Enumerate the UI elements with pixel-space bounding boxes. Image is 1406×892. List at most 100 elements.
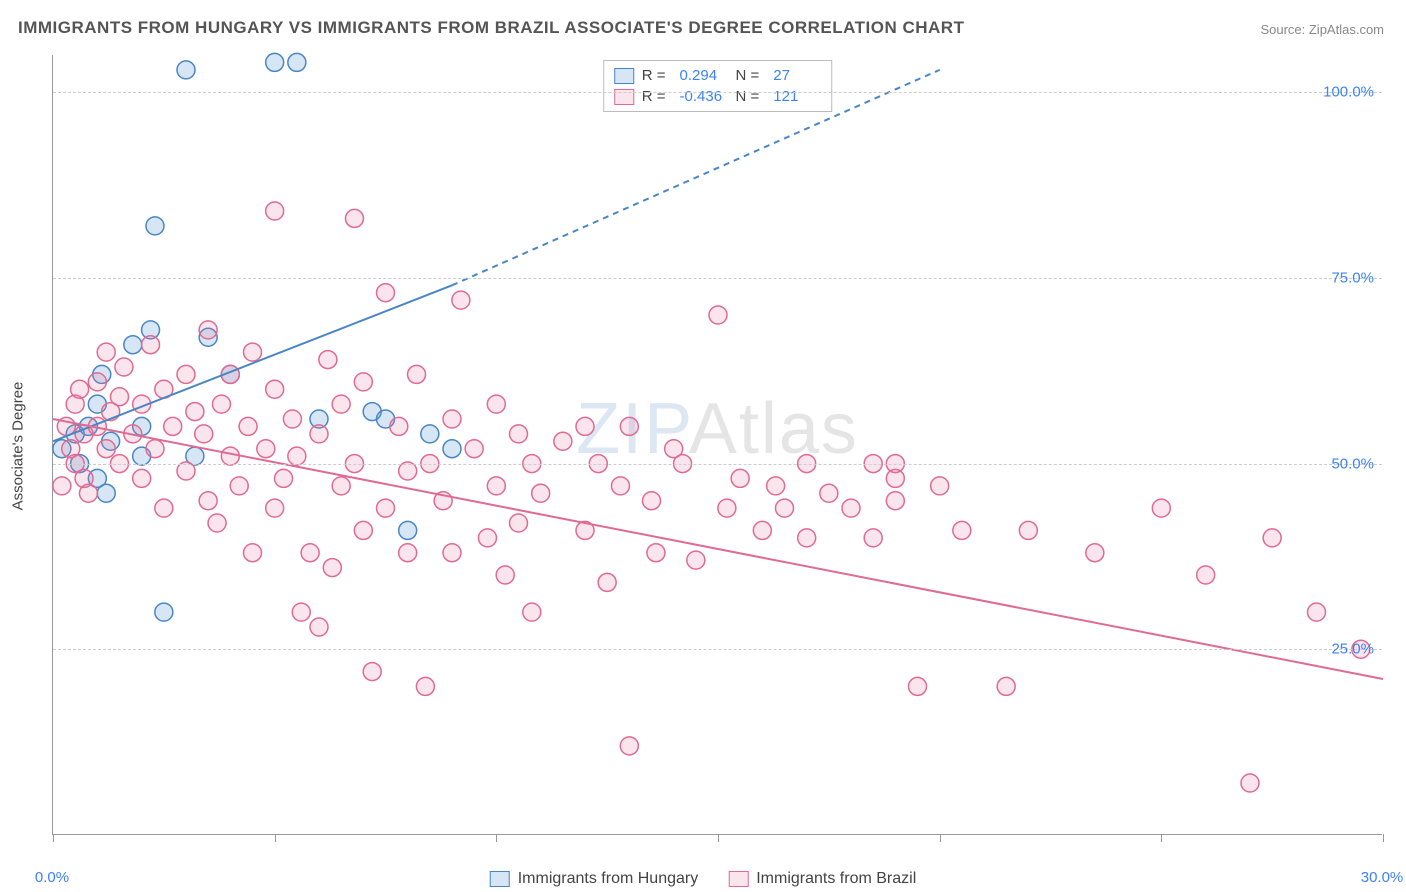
data-point	[443, 410, 461, 428]
data-point	[611, 477, 629, 495]
y-tick-label: 50.0%	[1331, 455, 1374, 472]
data-point	[620, 417, 638, 435]
data-point	[208, 514, 226, 532]
data-point	[199, 492, 217, 510]
x-tick-label: 0.0%	[35, 869, 69, 886]
data-point	[798, 529, 816, 547]
data-point	[97, 343, 115, 361]
x-tick	[275, 834, 276, 842]
data-point	[465, 440, 483, 458]
chart-plot-area: ZIPAtlas R =0.294N =27R =-0.436N =121 25…	[52, 55, 1382, 835]
data-point	[1263, 529, 1281, 547]
x-tick	[53, 834, 54, 842]
data-point	[212, 395, 230, 413]
data-point	[142, 336, 160, 354]
legend-swatch	[490, 871, 510, 887]
legend-stat-row: R = -0.436 N = 121	[614, 86, 822, 107]
data-point	[390, 417, 408, 435]
data-point	[301, 544, 319, 562]
data-point	[408, 365, 426, 383]
data-point	[443, 544, 461, 562]
data-point	[177, 365, 195, 383]
data-point	[186, 403, 204, 421]
data-point	[146, 217, 164, 235]
data-point	[576, 417, 594, 435]
data-point	[443, 440, 461, 458]
data-point	[319, 351, 337, 369]
data-point	[266, 202, 284, 220]
r-label: R =	[642, 67, 666, 84]
data-point	[288, 53, 306, 71]
correlation-legend: R = 0.294 N = 27 R = -0.436 N = 121	[603, 60, 833, 112]
data-point	[155, 603, 173, 621]
data-point	[909, 677, 927, 695]
data-point	[239, 417, 257, 435]
data-point	[620, 737, 638, 755]
data-point	[510, 514, 528, 532]
r-value: -0.436	[680, 88, 728, 105]
data-point	[647, 544, 665, 562]
data-point	[399, 462, 417, 480]
legend-label: Immigrants from Brazil	[756, 870, 916, 888]
data-point	[776, 499, 794, 517]
n-value: 27	[773, 67, 821, 84]
plot-svg	[53, 55, 1382, 834]
data-point	[452, 291, 470, 309]
data-point	[377, 284, 395, 302]
series-legend: Immigrants from Hungary Immigrants from B…	[490, 870, 917, 888]
data-point	[842, 499, 860, 517]
data-point	[310, 618, 328, 636]
data-point	[111, 388, 129, 406]
data-point	[753, 521, 771, 539]
data-point	[354, 521, 372, 539]
data-point	[532, 484, 550, 502]
r-value: 0.294	[680, 67, 728, 84]
data-point	[79, 484, 97, 502]
data-point	[1241, 774, 1259, 792]
x-tick	[1383, 834, 1384, 842]
n-value: 121	[773, 88, 821, 105]
legend-label: Immigrants from Hungary	[518, 870, 699, 888]
data-point	[275, 469, 293, 487]
data-point	[97, 440, 115, 458]
data-point	[354, 373, 372, 391]
data-point	[510, 425, 528, 443]
data-point	[244, 544, 262, 562]
data-point	[1308, 603, 1326, 621]
data-point	[244, 343, 262, 361]
data-point	[288, 447, 306, 465]
gridline	[53, 92, 1382, 93]
data-point	[643, 492, 661, 510]
data-point	[886, 492, 904, 510]
legend-swatch	[614, 68, 634, 84]
data-point	[496, 566, 514, 584]
data-point	[292, 603, 310, 621]
n-label: N =	[736, 88, 760, 105]
data-point	[146, 440, 164, 458]
data-point	[709, 306, 727, 324]
data-point	[767, 477, 785, 495]
data-point	[283, 410, 301, 428]
data-point	[71, 380, 89, 398]
data-point	[487, 395, 505, 413]
y-tick-label: 25.0%	[1331, 641, 1374, 658]
legend-swatch	[614, 89, 634, 105]
y-tick-label: 75.0%	[1331, 269, 1374, 286]
x-tick-label: 30.0%	[1361, 869, 1404, 886]
data-point	[820, 484, 838, 502]
data-point	[221, 447, 239, 465]
y-axis-label: Associate's Degree	[10, 382, 27, 511]
x-tick	[1161, 834, 1162, 842]
data-point	[97, 484, 115, 502]
data-point	[124, 336, 142, 354]
data-point	[1152, 499, 1170, 517]
data-point	[399, 544, 417, 562]
gridline	[53, 464, 1382, 465]
gridline	[53, 649, 1382, 650]
data-point	[554, 432, 572, 450]
data-point	[266, 380, 284, 398]
data-point	[1019, 521, 1037, 539]
data-point	[864, 529, 882, 547]
data-point	[230, 477, 248, 495]
r-label: R =	[642, 88, 666, 105]
